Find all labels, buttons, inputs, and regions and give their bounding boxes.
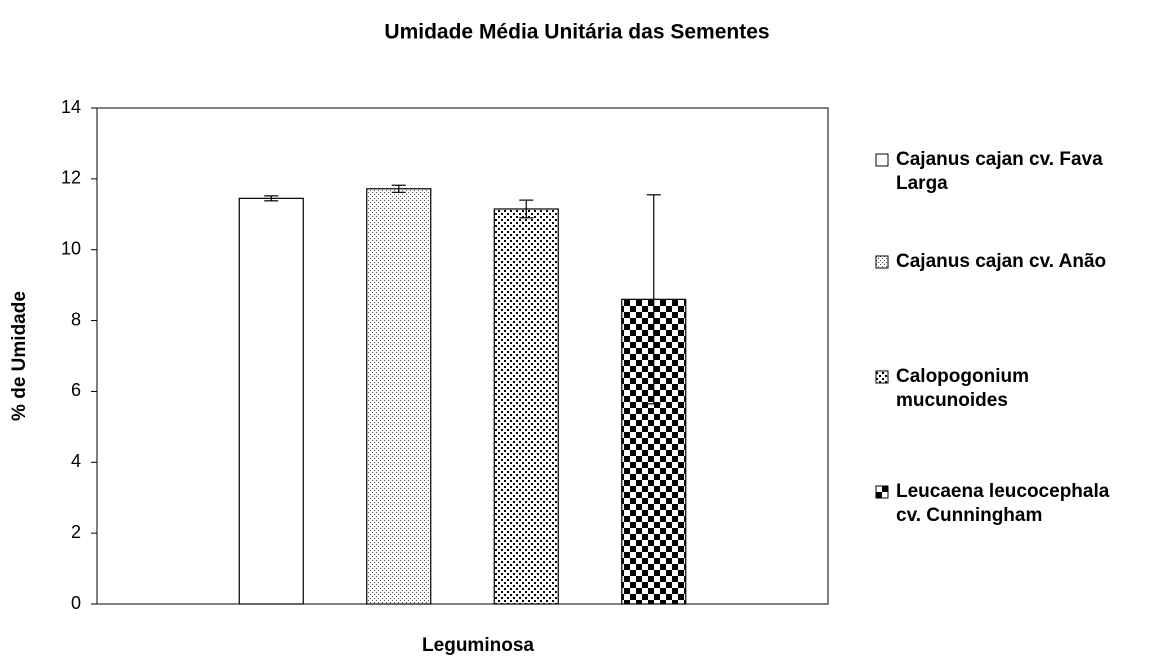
x-axis-label: Leguminosa xyxy=(422,635,534,656)
legend-label: Cajanus cajan cv. Fava Larga xyxy=(896,149,1103,194)
y-tick-label: 8 xyxy=(71,309,81,329)
y-tick-label: 6 xyxy=(71,380,81,400)
y-tick-label: 12 xyxy=(61,168,81,188)
y-tick-label: 10 xyxy=(61,238,81,258)
y-tick-label: 2 xyxy=(71,522,81,542)
bar xyxy=(366,188,432,605)
y-tick-label: 14 xyxy=(61,97,81,117)
y-axis-label: % de Umidade xyxy=(9,291,30,421)
chart-title: Umidade Média Unitária das Sementes xyxy=(384,21,769,44)
y-tick-label: 4 xyxy=(71,451,81,471)
bar xyxy=(493,208,559,605)
legend-label: Calopogonium mucunoides xyxy=(896,366,1029,411)
legend-marker xyxy=(875,485,889,499)
legend-marker xyxy=(875,370,889,384)
legend-marker xyxy=(875,255,889,269)
plot-area xyxy=(96,107,829,605)
legend-marker xyxy=(875,153,889,167)
legend-label: Leucaena leucocephala cv. Cunningham xyxy=(896,481,1110,526)
legend-label: Cajanus cajan cv. Anão xyxy=(896,251,1107,272)
bar xyxy=(238,197,304,605)
y-tick-label: 0 xyxy=(71,593,81,613)
